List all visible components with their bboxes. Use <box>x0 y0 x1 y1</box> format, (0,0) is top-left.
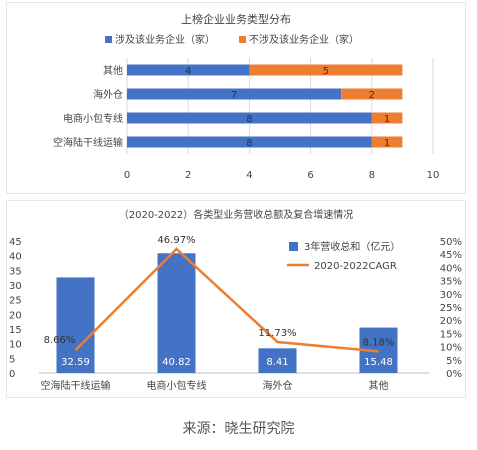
y-left-tick-6: 30 <box>9 281 22 292</box>
x-tick-0: 0 <box>124 170 130 181</box>
bar-revenue-2 <box>258 348 297 373</box>
y-left-tick-2: 10 <box>9 340 22 351</box>
cagr-label-3: 8.18% <box>363 337 395 348</box>
legend-swatch-1 <box>239 36 246 43</box>
source-caption: 来源：晓生研究院 <box>182 421 295 437</box>
bar-value-1-0: 5 <box>323 66 329 77</box>
bar-1-0 <box>249 64 403 76</box>
y-right-tick-9: 45% <box>440 250 462 261</box>
x-tick-5: 10 <box>427 170 440 181</box>
legend-label-1: 不涉及该业务企业（家） <box>249 33 359 46</box>
bar-revenue-label-2: 8.41 <box>266 357 288 368</box>
x-tick-2: 4 <box>246 170 252 181</box>
y-left-tick-4: 20 <box>9 310 22 321</box>
y-right-tick-2: 10% <box>440 343 462 354</box>
x-category-3: 其他 <box>369 379 389 392</box>
x-category-0: 空海陆干线运输 <box>41 379 111 392</box>
chart1-panel: 上榜企业业务类型分布涉及该业务企业（家） 不涉及该业务企业（家） 0 2 4 6 8 10 其他… <box>6 2 466 194</box>
bar-revenue-label-3: 15.48 <box>364 357 393 368</box>
chart2-title: （2020-2022）各类型业务营收总额及复合增速情况 <box>119 208 354 221</box>
bar-revenue-1 <box>157 253 196 373</box>
bar-value-0-3: 8 <box>246 138 252 149</box>
bar-1-2 <box>371 112 403 124</box>
y-right-tick-6: 30% <box>440 290 462 301</box>
y-left-tick-8: 40 <box>9 252 22 263</box>
legend-swatch-0 <box>105 36 112 43</box>
bar-1-3 <box>371 136 403 148</box>
bar-value-0-2: 8 <box>246 114 252 125</box>
legend-label-cagr: 2020-2022CAGR <box>314 261 397 272</box>
y-right-tick-3: 15% <box>440 329 462 340</box>
x-tick-4: 8 <box>369 170 375 181</box>
bar-0-2 <box>127 112 372 124</box>
bar-value-0-1: 7 <box>231 90 237 101</box>
legend-label-revenue: 3年营收总和（亿元） <box>304 240 400 253</box>
y-left-tick-7: 35 <box>9 266 22 277</box>
bar-0-0 <box>127 64 250 76</box>
category-label-2: 电商小包专线 <box>63 112 123 125</box>
category-label-3: 空海陆干线运输 <box>53 136 123 149</box>
y-left-tick-5: 25 <box>9 296 22 307</box>
category-label-1: 海外仓 <box>93 88 123 101</box>
category-label-0: 其他 <box>103 64 123 77</box>
cagr-label-1: 46.97% <box>157 235 195 246</box>
bar-1-1 <box>341 88 403 100</box>
chart1-title: 上榜企业业务类型分布 <box>181 12 291 26</box>
cagr-label-2: 11.73% <box>258 328 296 339</box>
bar-value-1-3: 1 <box>384 138 390 149</box>
y-right-tick-10: 50% <box>440 237 462 248</box>
y-right-tick-8: 40% <box>440 263 462 274</box>
chart2-panel: （2020-2022）各类型业务营收总额及复合增速情况 0 5 10 15 20 25 30 3… <box>6 200 466 398</box>
y-left-tick-9: 45 <box>9 237 22 248</box>
y-right-tick-1: 5% <box>446 356 462 367</box>
bar-value-1-1: 2 <box>369 90 375 101</box>
y-right-tick-5: 25% <box>440 303 462 314</box>
bar-0-3 <box>127 136 372 148</box>
y-right-tick-0: 0% <box>446 369 462 380</box>
bar-value-0-0: 4 <box>185 66 191 77</box>
bar-revenue-label-0: 32.59 <box>61 357 90 368</box>
y-right-tick-7: 35% <box>440 277 462 288</box>
x-tick-1: 2 <box>185 170 191 181</box>
y-left-tick-0: 0 <box>9 369 15 380</box>
legend-swatch-revenue <box>289 242 298 251</box>
y-left-tick-3: 15 <box>9 325 22 336</box>
x-tick-3: 6 <box>307 170 313 181</box>
y-left-tick-1: 5 <box>9 354 15 365</box>
bar-revenue-label-1: 40.82 <box>162 357 191 368</box>
y-right-tick-4: 20% <box>440 316 462 327</box>
legend-label-0: 涉及该业务企业（家） <box>115 33 215 46</box>
bar-value-1-2: 1 <box>384 114 390 125</box>
bar-0-1 <box>127 88 342 100</box>
bar-line-combo-chart: （2020-2022）各类型业务营收总额及复合增速情况 0 5 10 15 20 25 30 3… <box>9 208 462 392</box>
bar-revenue-0 <box>56 277 95 373</box>
cagr-label-0: 8.66% <box>44 335 76 346</box>
x-category-1: 电商小包专线 <box>147 379 207 392</box>
x-category-2: 海外仓 <box>263 379 293 392</box>
cagr-line <box>74 247 379 353</box>
